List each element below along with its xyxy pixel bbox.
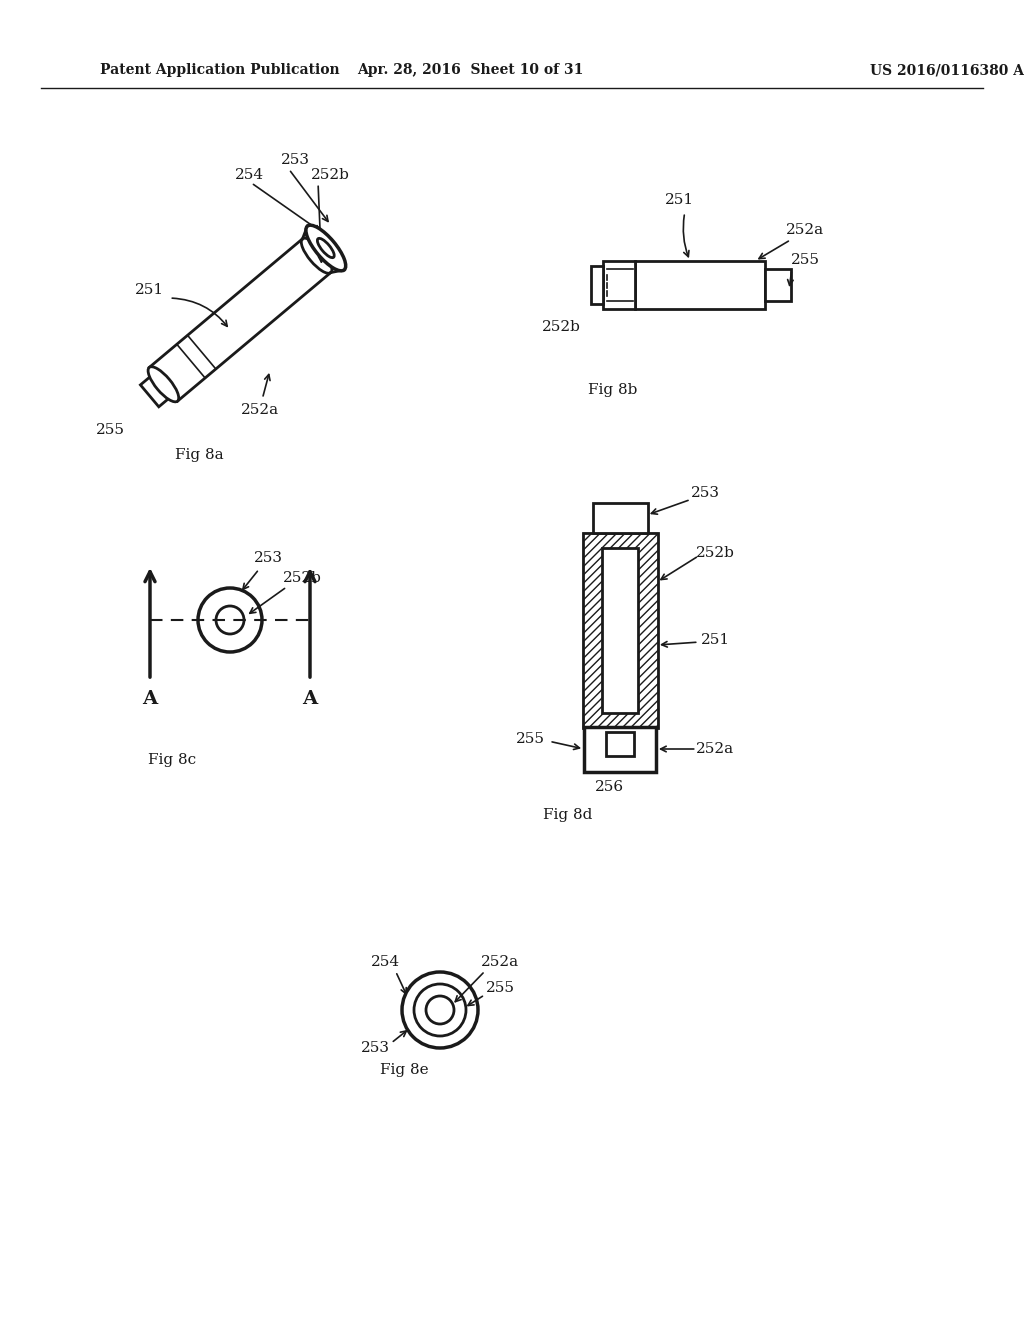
Circle shape xyxy=(414,983,466,1036)
Bar xyxy=(584,727,656,772)
Text: 252b: 252b xyxy=(283,572,322,585)
Text: 254: 254 xyxy=(371,954,399,969)
Text: Fig 8e: Fig 8e xyxy=(380,1063,429,1077)
Text: 251: 251 xyxy=(135,282,165,297)
Text: 255: 255 xyxy=(515,733,545,746)
Text: 252a: 252a xyxy=(696,742,734,756)
Bar xyxy=(765,269,791,301)
Circle shape xyxy=(402,972,478,1048)
Bar xyxy=(583,533,658,729)
Text: 252a: 252a xyxy=(786,223,824,238)
Polygon shape xyxy=(150,239,331,401)
Text: Fig 8b: Fig 8b xyxy=(588,383,637,397)
Bar xyxy=(603,261,635,309)
Text: 255: 255 xyxy=(791,253,819,267)
Text: 252b: 252b xyxy=(542,319,581,334)
Bar xyxy=(583,533,658,729)
Text: A: A xyxy=(302,690,317,708)
Ellipse shape xyxy=(306,226,346,271)
Ellipse shape xyxy=(317,239,334,257)
Text: Apr. 28, 2016  Sheet 10 of 31: Apr. 28, 2016 Sheet 10 of 31 xyxy=(356,63,584,77)
Bar xyxy=(591,267,603,304)
Text: 252b: 252b xyxy=(310,168,349,182)
Text: 256: 256 xyxy=(595,780,625,795)
Ellipse shape xyxy=(301,238,332,273)
Text: 254: 254 xyxy=(236,168,264,182)
Text: 253: 253 xyxy=(360,1041,389,1055)
Text: Fig 8d: Fig 8d xyxy=(543,808,592,822)
Text: Fig 8c: Fig 8c xyxy=(148,752,197,767)
Circle shape xyxy=(198,587,262,652)
Text: 255: 255 xyxy=(95,422,125,437)
Text: US 2016/0116380 A1: US 2016/0116380 A1 xyxy=(870,63,1024,77)
Bar xyxy=(606,733,634,756)
Bar xyxy=(602,548,638,713)
Circle shape xyxy=(216,606,244,634)
Text: 253: 253 xyxy=(254,550,283,565)
Text: 253: 253 xyxy=(281,153,309,168)
Text: Patent Application Publication: Patent Application Publication xyxy=(100,63,340,77)
Circle shape xyxy=(426,997,454,1024)
Text: A: A xyxy=(142,690,158,708)
Bar xyxy=(635,261,765,309)
Text: Fig 8a: Fig 8a xyxy=(175,447,223,462)
Text: 251: 251 xyxy=(700,634,729,647)
Bar xyxy=(593,503,648,533)
Ellipse shape xyxy=(148,367,179,401)
Text: 252a: 252a xyxy=(481,954,519,969)
Text: 251: 251 xyxy=(666,193,694,207)
Polygon shape xyxy=(140,374,173,407)
Text: 253: 253 xyxy=(690,486,720,500)
Text: 255: 255 xyxy=(485,981,514,995)
Text: 252b: 252b xyxy=(695,546,734,560)
Text: 252a: 252a xyxy=(241,403,280,417)
